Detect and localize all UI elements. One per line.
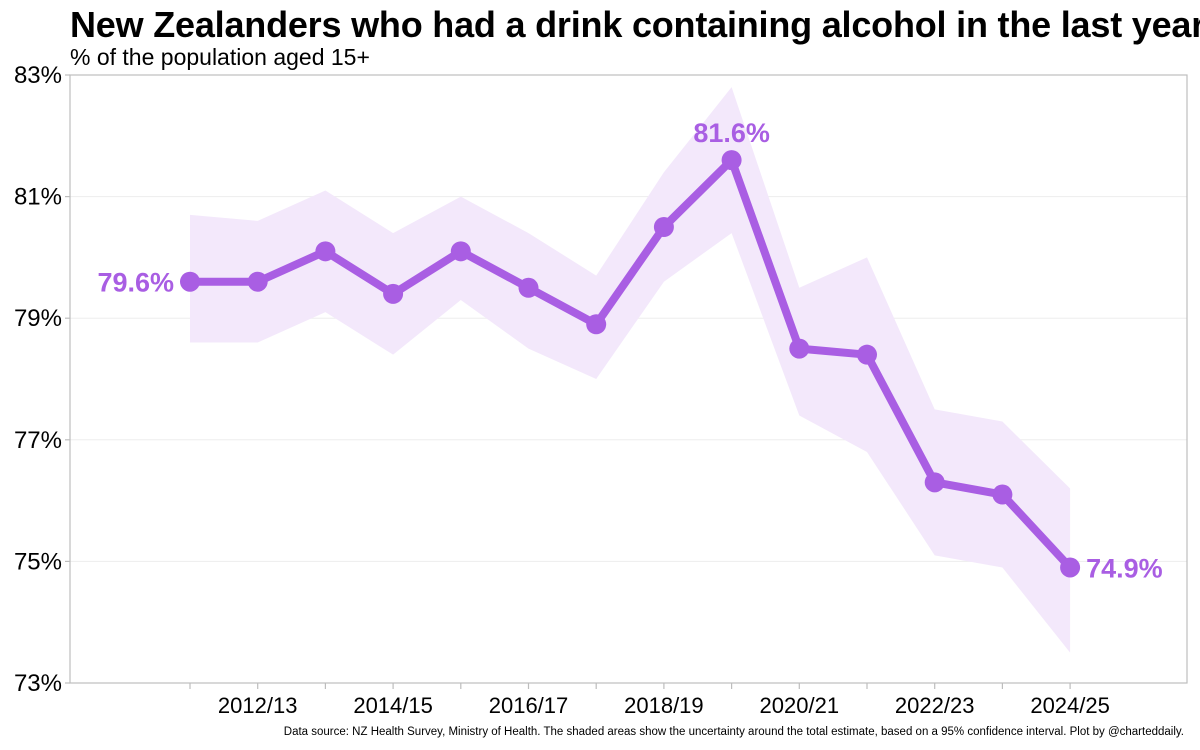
series-line-layer bbox=[186, 156, 1075, 572]
chart-subtitle: % of the population aged 15+ bbox=[70, 44, 370, 70]
data-point bbox=[1060, 557, 1081, 578]
x-tick-label: 2012/13 bbox=[218, 693, 298, 718]
y-tick-label: 75% bbox=[14, 548, 62, 575]
chart-title: New Zealanders who had a drink containin… bbox=[70, 4, 1200, 45]
data-point bbox=[247, 271, 268, 292]
series-line bbox=[186, 156, 1075, 572]
axes: 73% 75% 77% 79% 81% 83% 2012/13 2014/15 2016/17 2… bbox=[14, 62, 1188, 718]
data-point bbox=[857, 344, 877, 365]
data-point bbox=[992, 484, 1013, 505]
data-point bbox=[180, 271, 200, 292]
data-point bbox=[450, 241, 471, 262]
x-tick-label: 2020/21 bbox=[760, 693, 840, 718]
data-point bbox=[315, 241, 336, 262]
y-tick-label: 79% bbox=[14, 305, 62, 332]
data-label: 74.9% bbox=[1086, 553, 1163, 583]
x-tick-label: 2016/17 bbox=[489, 693, 569, 718]
plot-frame bbox=[69, 74, 1188, 684]
x-tick-label: 2014/15 bbox=[353, 693, 433, 718]
data-source-note: Data source: NZ Health Survey, Ministry … bbox=[283, 726, 1184, 738]
confidence-band-layer bbox=[190, 87, 1071, 653]
data-point bbox=[653, 217, 674, 237]
y-tick-label: 77% bbox=[14, 427, 62, 454]
data-point bbox=[789, 338, 810, 359]
y-tick-label: 81% bbox=[14, 184, 62, 211]
data-point bbox=[924, 472, 945, 493]
y-tick-label: 83% bbox=[14, 62, 62, 89]
x-tick-label: 2018/19 bbox=[624, 693, 704, 718]
data-points-layer bbox=[180, 150, 1081, 578]
data-point bbox=[721, 150, 742, 171]
data-label: 79.6% bbox=[97, 268, 174, 298]
data-label: 81.6% bbox=[693, 118, 770, 148]
annotation-layer: 79.6% 81.6% 74.9% bbox=[97, 118, 1162, 583]
data-point bbox=[518, 277, 539, 298]
data-point bbox=[383, 283, 404, 304]
y-tick-label: 73% bbox=[14, 670, 62, 697]
confidence-band bbox=[190, 87, 1071, 653]
x-tick-label: 2022/23 bbox=[895, 693, 975, 718]
x-tick-label: 2024/25 bbox=[1030, 693, 1110, 718]
data-point bbox=[586, 314, 607, 335]
